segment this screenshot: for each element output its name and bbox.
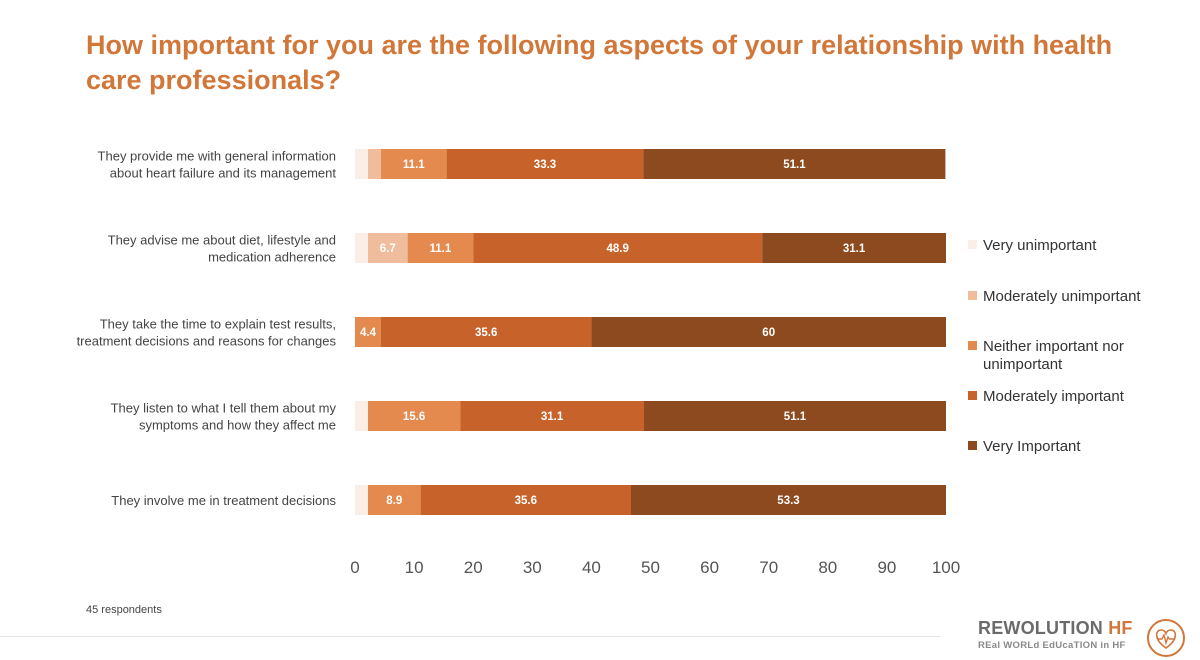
category-label: They provide me with general information… (98, 149, 337, 181)
bar-segment (407, 233, 474, 263)
legend-swatch (968, 291, 977, 300)
bar-segment (381, 149, 447, 179)
data-label: 33.3 (534, 159, 556, 171)
bar-segment (473, 233, 763, 263)
legend-label-line: Neither important nor (983, 338, 1124, 355)
legend-label: Very Important (983, 438, 1081, 455)
data-label: 35.6 (475, 327, 497, 339)
data-label: 31.1 (541, 411, 564, 423)
brand-name-prefix: REWOLUTION (978, 618, 1103, 638)
data-label: 11.1 (403, 159, 425, 171)
data-label: 48.9 (607, 243, 629, 255)
data-label: 15.6 (403, 411, 425, 423)
category-label: They listen to what I tell them about my… (111, 401, 337, 433)
bar-segment (643, 401, 946, 431)
bar-segment (355, 233, 369, 263)
data-label: 6.7 (380, 243, 396, 255)
data-label: 51.1 (783, 159, 806, 171)
x-tick-label: 10 (405, 558, 424, 577)
legend-label: Very unimportant (983, 237, 1097, 254)
bar-segment (591, 317, 946, 347)
legend-label-line: Very Important (983, 438, 1081, 455)
bar-segment (460, 401, 644, 431)
category-label: They involve me in treatment decisions (111, 493, 336, 508)
heart-ecg-icon (1147, 619, 1185, 657)
bar-segment (355, 485, 369, 515)
category-label-line: They involve me in treatment decisions (111, 493, 336, 508)
category-label: They advise me about diet, lifestyle and… (108, 233, 336, 265)
category-label-line: medication adherence (208, 250, 336, 265)
bar-segment (446, 149, 644, 179)
bar-segment (420, 485, 631, 515)
category-label-line: They listen to what I tell them about my (111, 401, 337, 416)
x-tick-label: 50 (641, 558, 660, 577)
x-tick-label: 40 (582, 558, 601, 577)
category-label-line: treatment decisions and reasons for chan… (77, 334, 337, 349)
bar-segment (381, 317, 592, 347)
legend-swatch (968, 391, 977, 400)
category-label-line: They provide me with general information (98, 149, 336, 164)
footer-divider (0, 636, 940, 637)
data-label: 4.4 (360, 327, 377, 339)
legend-label: Moderately important (983, 388, 1125, 405)
bar-segment (355, 317, 382, 347)
category-label-line: symptoms and how they affect me (139, 418, 336, 433)
bar-segment (643, 149, 946, 179)
legend-swatch (968, 341, 977, 350)
x-tick-label: 20 (464, 558, 483, 577)
brand-tagline: REal WORLd EdUcaTION in HF (978, 640, 1126, 651)
bar-segment (368, 149, 382, 179)
data-label: 11.1 (430, 243, 452, 255)
legend-swatch (968, 240, 977, 249)
legend-swatch (968, 441, 977, 450)
bar-segment (368, 233, 408, 263)
legend-label: Moderately unimportant (983, 288, 1141, 305)
legend-label-line: Very unimportant (983, 237, 1097, 254)
category-label-line: about heart failure and its management (110, 166, 337, 181)
category-label-line: They advise me about diet, lifestyle and (108, 233, 336, 248)
bar-segment (355, 149, 369, 179)
legend-label-line: unimportant (983, 356, 1063, 373)
legend-label-line: Moderately unimportant (983, 288, 1141, 305)
data-label: 31.1 (843, 243, 866, 255)
x-tick-label: 100 (932, 558, 960, 577)
bar-segment (368, 485, 421, 515)
data-label: 53.3 (777, 495, 799, 507)
legend-label: Neither important nor unimportant (983, 338, 1124, 373)
x-tick-label: 80 (818, 558, 837, 577)
data-label: 35.6 (515, 495, 537, 507)
data-label: 51.1 (784, 411, 807, 423)
x-tick-label: 0 (350, 558, 359, 577)
x-tick-label: 90 (877, 558, 896, 577)
category-label: They take the time to explain test resul… (77, 317, 337, 349)
data-label: 60 (762, 327, 775, 339)
x-tick-label: 70 (759, 558, 778, 577)
bar-segment (368, 401, 461, 431)
brand-name-suffix: HF (1108, 618, 1133, 638)
chart-title: How important for you are the following … (86, 30, 1113, 95)
legend-label-line: Moderately important (983, 388, 1125, 405)
bar-segment (762, 233, 946, 263)
category-label-line: They take the time to explain test resul… (100, 317, 336, 332)
data-label: 8.9 (386, 495, 402, 507)
bar-segment (355, 401, 369, 431)
respondents-footnote: 45 respondents (86, 604, 162, 616)
x-tick-label: 30 (523, 558, 542, 577)
brand-name: REWOLUTION HF (978, 618, 1148, 638)
bar-segment (630, 485, 946, 515)
x-tick-label: 60 (700, 558, 719, 577)
brand-block: REWOLUTION HF REal WORLd EdUcaTION in HF (978, 618, 1148, 651)
